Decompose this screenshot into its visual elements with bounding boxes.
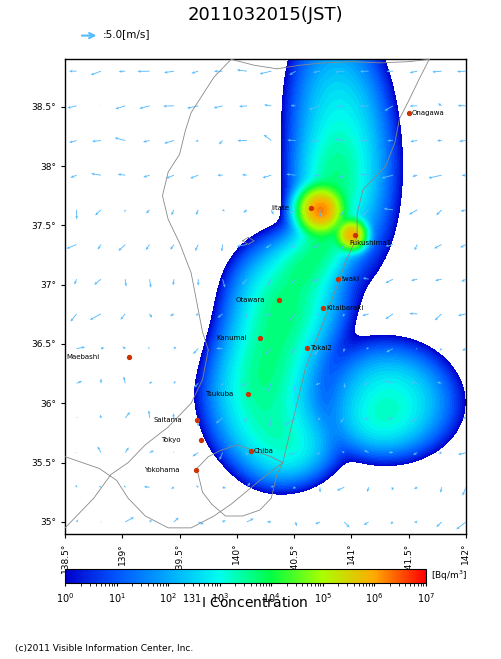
Text: $^{131}$I Concentration: $^{131}$I Concentration xyxy=(182,592,309,612)
Text: Tsukuba: Tsukuba xyxy=(205,391,233,397)
Text: Kitaibaraki: Kitaibaraki xyxy=(326,305,364,312)
Text: Yokohama: Yokohama xyxy=(144,467,180,473)
Text: Onagawa: Onagawa xyxy=(412,109,445,116)
Text: Tokyo: Tokyo xyxy=(161,437,181,443)
Text: Kanumai: Kanumai xyxy=(216,335,247,341)
Text: :5.0[m/s]: :5.0[m/s] xyxy=(103,29,151,39)
Text: Saitama: Saitama xyxy=(153,417,182,423)
Text: Iitate: Iitate xyxy=(271,204,289,211)
Text: Tokai2: Tokai2 xyxy=(310,345,332,351)
Text: Maebashi: Maebashi xyxy=(66,354,100,360)
Text: Iwaki: Iwaki xyxy=(341,275,359,282)
Text: (c)2011 Visible Information Center, Inc.: (c)2011 Visible Information Center, Inc. xyxy=(15,644,193,653)
Text: Otawara: Otawara xyxy=(236,297,265,303)
Title: 2011032015(JST): 2011032015(JST) xyxy=(188,7,343,24)
Text: Chiba: Chiba xyxy=(254,447,274,454)
Text: Fukushima1: Fukushima1 xyxy=(349,240,391,246)
Text: [Bq/m$^3$]: [Bq/m$^3$] xyxy=(431,569,467,583)
